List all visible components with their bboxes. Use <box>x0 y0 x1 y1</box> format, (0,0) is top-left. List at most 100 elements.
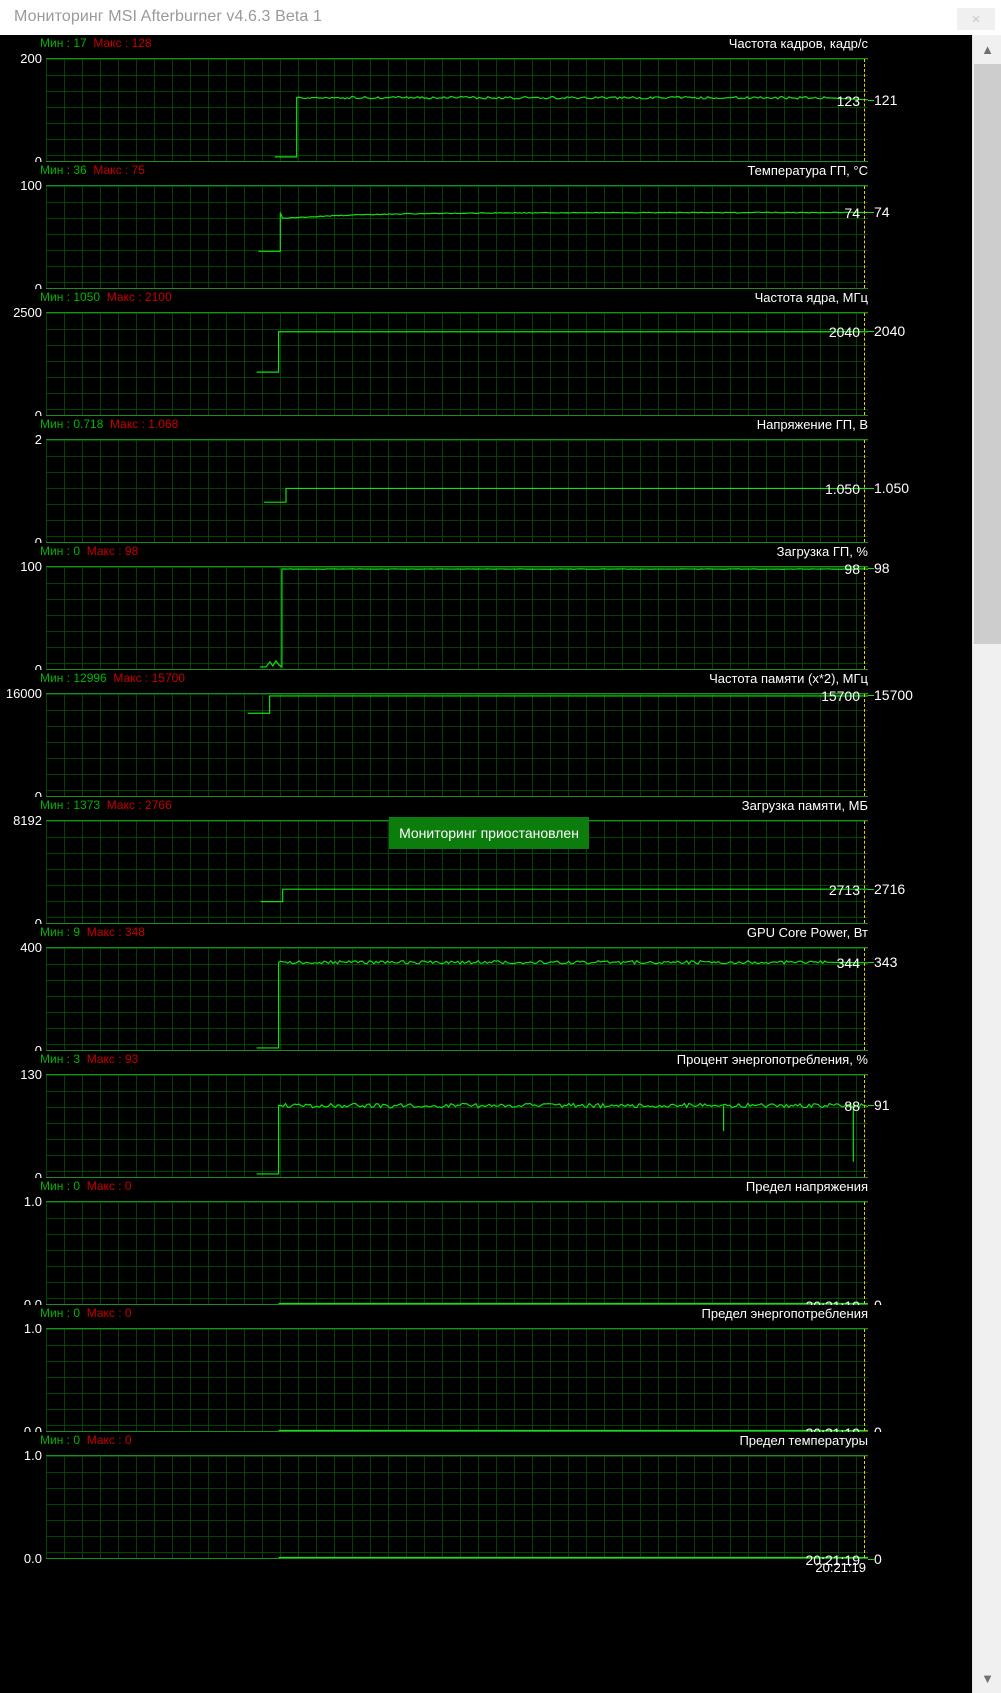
trace-tail-power-percent <box>868 1105 874 1107</box>
axis-min-gpu-temperature: 0 <box>35 282 42 296</box>
plot-area-temperature-limit[interactable]: 1.0 0.0 20:21:19 20:21:19 <box>24 1449 868 1575</box>
trace-tail-memory-clock <box>868 694 874 696</box>
graph-panel-power-percent[interactable]: Мин : 3 Макс : 93 Процент энергопотреблен… <box>0 1051 972 1194</box>
current-value-gpu-core-power: 343 <box>874 954 898 971</box>
panel-header-temperature-limit: Мин : 0 Макс : 0 Предел температуры <box>0 1432 972 1449</box>
window-title: Мониторинг MSI Afterburner v4.6.3 Beta 1 <box>14 8 322 25</box>
trace-power-percent <box>46 1075 868 1177</box>
panel-min-voltage-limit: 0 <box>73 1179 81 1193</box>
graph-panel-temperature-limit[interactable]: Мин : 0 Макс : 0 Предел температуры 1.0 0.0… <box>0 1432 972 1575</box>
trace-power-limit <box>46 1329 868 1431</box>
axis-min-framerate: 0 <box>35 155 42 169</box>
panel-minmax-gpu-core-power: Мин : 9 Макс : 348 <box>40 925 145 939</box>
graph-panel-memory-clock[interactable]: Мин : 12996 Макс : 15700 Частота памяти (… <box>0 670 972 813</box>
max-label: Макс : <box>93 36 129 50</box>
graph-panel-gpu-voltage[interactable]: Мин : 0.718 Макс : 1.068 Напряжение ГП, В… <box>0 416 972 559</box>
panel-min-core-clock: 1050 <box>73 290 101 304</box>
trace-gpu-temperature <box>46 186 868 288</box>
chevron-down-icon[interactable]: ▼ <box>973 1664 1001 1693</box>
min-label: Мин : <box>40 544 70 558</box>
panel-header-memory-clock: Мин : 12996 Макс : 15700 Частота памяти (… <box>0 670 972 687</box>
cursor-line-memory-clock[interactable] <box>864 694 865 796</box>
cursor-line-gpu-voltage[interactable] <box>864 440 865 542</box>
axis-max-power-percent: 130 <box>20 1067 42 1082</box>
panel-max-gpu-temperature: 75 <box>131 163 145 177</box>
graph-panel-framerate[interactable]: Мин : 17 Макс : 128 Частота кадров, кадр/… <box>0 35 972 178</box>
cursor-line-core-clock[interactable] <box>864 313 865 415</box>
axis-max-memory-clock: 16000 <box>5 686 42 701</box>
panel-max-gpu-usage: 98 <box>124 544 139 558</box>
panel-title-voltage-limit: Предел напряжения <box>745 1179 868 1194</box>
min-label: Мин : <box>40 290 70 304</box>
timestamp-temperature-limit: 20:21:19 <box>815 1560 866 1575</box>
panel-min-framerate: 17 <box>73 36 87 50</box>
panel-title-gpu-usage: Загрузка ГП, % <box>776 544 868 559</box>
cursor-line-gpu-usage[interactable] <box>864 567 865 669</box>
panel-minmax-gpu-usage: Мин : 0 Макс : 98 <box>40 544 138 558</box>
axis-min-power-percent: 0 <box>35 1171 42 1185</box>
max-label: Макс : <box>86 1179 122 1193</box>
panel-min-temperature-limit: 0 <box>73 1433 81 1447</box>
plot-area-gpu-core-power[interactable]: 400034420:21:19 <box>20 941 868 1067</box>
panel-header-memory-usage: Мин : 1373 Макс : 2766 Загрузка памяти, М… <box>0 797 972 814</box>
graph-panel-memory-usage[interactable]: Мин : 1373 Макс : 2766 Загрузка памяти, М… <box>0 797 972 940</box>
cursor-value-memory-clock: 15700 <box>821 687 860 704</box>
vertical-scrollbar[interactable]: ▲ ▼ <box>972 35 1001 1693</box>
plot-area-power-percent[interactable]: 13008820:21:19 <box>20 1068 868 1194</box>
min-label: Мин : <box>40 417 70 431</box>
trace-gpu-usage <box>46 567 868 669</box>
panel-minmax-memory-usage: Мин : 1373 Макс : 2766 <box>40 798 172 812</box>
scrollbar-track[interactable] <box>973 644 1001 1664</box>
cursor-line-gpu-core-power[interactable] <box>864 948 865 1050</box>
cursor-line-voltage-limit[interactable] <box>864 1202 865 1304</box>
max-label: Макс : <box>86 1306 122 1320</box>
graph-panel-core-clock[interactable]: Мин : 1050 Макс : 2100 Частота ядра, МГц 2… <box>0 289 972 432</box>
plot-area-memory-clock[interactable]: 1600001570020:21:19 <box>6 687 868 813</box>
graphs-container: Мин : 17 Макс : 128 Частота кадров, кадр/… <box>0 35 1001 1693</box>
panel-header-voltage-limit: Мин : 0 Макс : 0 Предел напряжения <box>0 1178 972 1195</box>
panel-min-gpu-temperature: 36 <box>73 163 87 177</box>
close-button[interactable]: × <box>957 8 995 30</box>
axis-min-gpu-voltage: 0 <box>35 536 42 550</box>
cursor-line-temperature-limit[interactable] <box>864 1456 865 1558</box>
min-label: Мин : <box>40 925 70 939</box>
graph-panel-gpu-temperature[interactable]: Мин : 36 Макс : 75 Температура ГП, °C 100 0… <box>0 162 972 305</box>
plot-area-core-clock[interactable]: 25000204020:21:19 <box>13 306 868 432</box>
graph-panel-gpu-usage[interactable]: Мин : 0 Макс : 98 Загрузка ГП, %10009820:… <box>0 543 972 686</box>
panel-title-power-percent: Процент энергопотребления, % <box>676 1052 868 1067</box>
scrollbar-thumb[interactable] <box>974 64 1001 644</box>
cursor-line-gpu-temperature[interactable] <box>864 186 865 288</box>
current-value-temperature-limit: 0 <box>874 1550 882 1567</box>
monitoring-paused-toast: Мониторинг приостановлен <box>389 817 589 849</box>
cursor-value-core-clock: 2040 <box>828 324 860 341</box>
plot-area-framerate[interactable]: 200012320:21:19 <box>20 52 868 178</box>
graph-panel-power-limit[interactable]: Мин : 0 Макс : 0 Предел энергопотребления… <box>0 1305 972 1448</box>
axis-max-voltage-limit: 1.0 <box>23 1194 42 1209</box>
chevron-up-icon[interactable]: ▲ <box>973 35 1001 64</box>
panel-header-gpu-voltage: Мин : 0.718 Макс : 1.068 Напряжение ГП, В <box>0 416 972 433</box>
panel-minmax-memory-clock: Мин : 12996 Макс : 15700 <box>40 671 185 685</box>
panel-min-gpu-usage: 0 <box>73 544 81 558</box>
trace-memory-clock <box>46 694 868 796</box>
current-value-core-clock: 2040 <box>874 323 906 340</box>
panel-min-power-limit: 0 <box>73 1306 81 1320</box>
graph-panel-gpu-core-power[interactable]: Мин : 9 Макс : 348 GPU Core Power, Вт 400 0… <box>0 924 972 1067</box>
plot-area-gpu-voltage[interactable]: 201.05020:21:19 <box>35 433 868 559</box>
plot-area-gpu-usage[interactable]: 10009820:21:19 <box>20 560 868 686</box>
cursor-line-framerate[interactable] <box>864 59 865 161</box>
cursor-line-power-limit[interactable] <box>864 1329 865 1431</box>
plot-area-gpu-temperature[interactable]: 10007420:21:19 <box>20 179 868 305</box>
axis-min-memory-clock: 0 <box>35 790 42 804</box>
cursor-value-gpu-usage: 98 <box>844 561 860 578</box>
panel-max-voltage-limit: 0 <box>124 1179 132 1193</box>
cursor-line-memory-usage[interactable] <box>864 821 865 923</box>
panel-max-power-percent: 93 <box>124 1052 139 1066</box>
cursor-line-power-percent[interactable] <box>864 1075 865 1177</box>
panel-minmax-framerate: Мин : 17 Макс : 128 <box>40 36 152 50</box>
plot-area-memory-usage[interactable]: 81920271320:21:19 <box>13 814 868 940</box>
panel-title-temperature-limit: Предел температуры <box>739 1433 868 1448</box>
current-value-gpu-voltage: 1.050 <box>874 480 910 497</box>
